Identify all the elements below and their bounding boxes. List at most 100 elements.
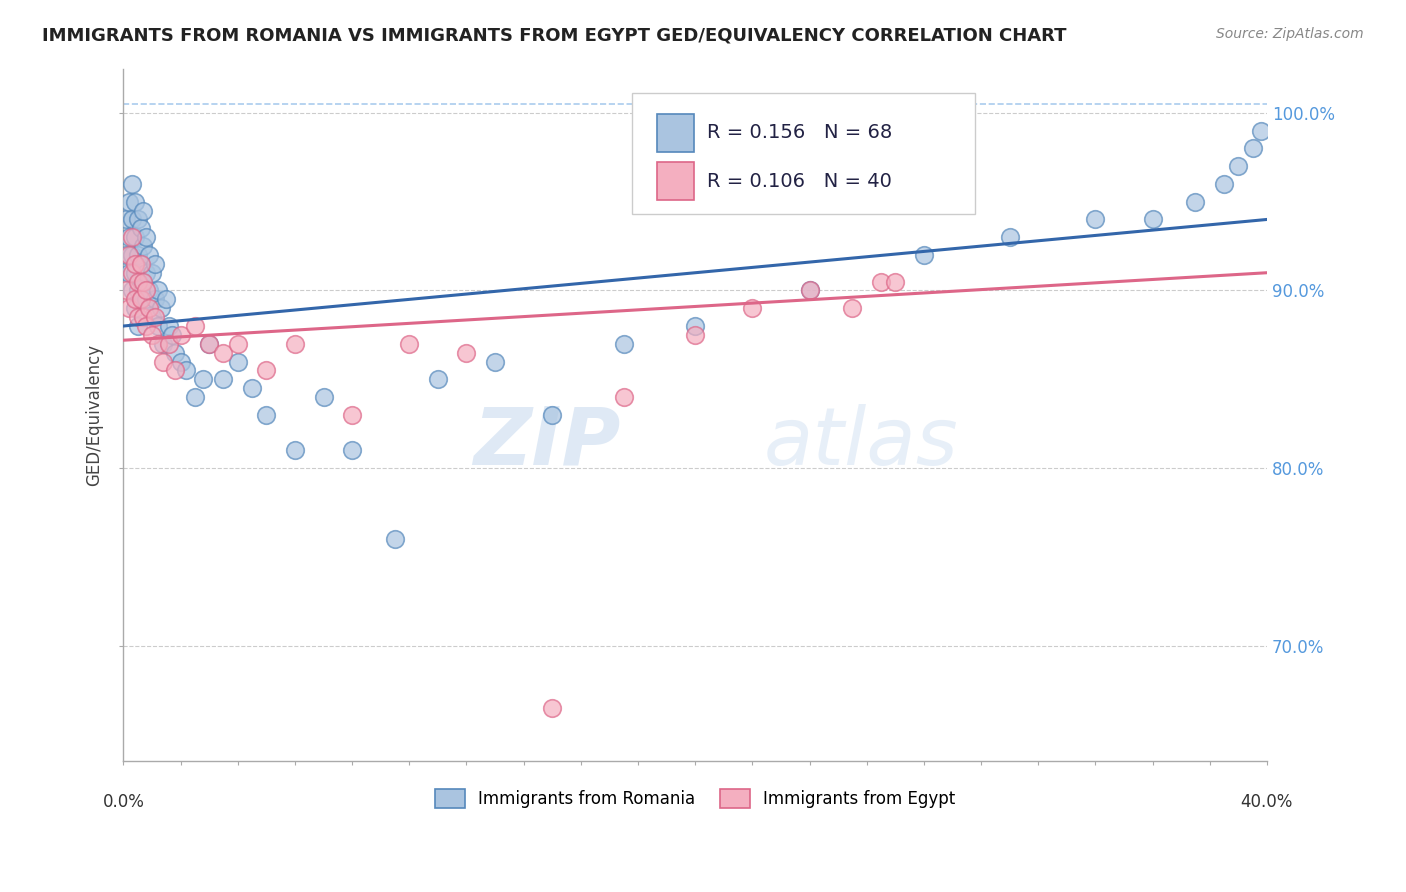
Text: 40.0%: 40.0% [1240, 793, 1294, 811]
Point [384, 532, 406, 546]
Point [1250, 123, 1272, 137]
Text: ZIP: ZIP [474, 403, 621, 482]
Point [121, 212, 143, 227]
Point [240, 381, 263, 395]
Point [146, 336, 169, 351]
Point [138, 284, 160, 298]
Point [683, 327, 706, 342]
Y-axis label: GED/Equivalency: GED/Equivalency [86, 343, 103, 486]
Point [124, 230, 146, 244]
Point [132, 203, 155, 218]
Text: IMMIGRANTS FROM ROMANIA VS IMMIGRANTS FROM EGYPT GED/EQUIVALENCY CORRELATION CHA: IMMIGRANTS FROM ROMANIA VS IMMIGRANTS FR… [42, 27, 1067, 45]
Point [127, 275, 149, 289]
Point [141, 266, 163, 280]
Point [121, 266, 143, 280]
Point [254, 363, 277, 377]
FancyBboxPatch shape [633, 93, 976, 214]
Text: atlas: atlas [763, 403, 959, 482]
Point [1184, 194, 1206, 209]
Point [146, 284, 169, 298]
Point [884, 275, 907, 289]
Text: R = 0.106   N = 40: R = 0.106 N = 40 [707, 172, 891, 191]
Point [146, 318, 169, 333]
Bar [658, 162, 695, 201]
Point [741, 301, 763, 316]
Point [115, 248, 138, 262]
Point [135, 284, 157, 298]
Point [163, 345, 186, 359]
Point [193, 372, 215, 386]
Point [127, 318, 149, 333]
Point [683, 318, 706, 333]
Point [138, 248, 160, 262]
Point [143, 293, 166, 307]
Point [121, 248, 143, 262]
Point [121, 230, 143, 244]
Point [613, 336, 636, 351]
Point [541, 701, 564, 715]
Point [157, 336, 180, 351]
Point [118, 248, 141, 262]
Point [121, 284, 143, 298]
Point [184, 318, 207, 333]
Point [155, 293, 177, 307]
Point [132, 275, 155, 289]
Point [124, 266, 146, 280]
Point [799, 284, 821, 298]
Point [169, 327, 191, 342]
Point [115, 212, 138, 227]
Point [138, 301, 160, 316]
Point [456, 345, 478, 359]
Point [998, 230, 1021, 244]
Point [541, 408, 564, 422]
Bar [658, 114, 695, 152]
Point [141, 310, 163, 325]
Point [135, 266, 157, 280]
Point [124, 301, 146, 316]
Point [176, 363, 198, 377]
Point [184, 390, 207, 404]
Point [132, 275, 155, 289]
Legend: Immigrants from Romania, Immigrants from Egypt: Immigrants from Romania, Immigrants from… [427, 782, 962, 815]
Point [149, 301, 172, 316]
Point [340, 443, 363, 458]
Point [152, 336, 174, 351]
Point [799, 284, 821, 298]
Point [284, 336, 307, 351]
Point [841, 301, 863, 316]
Point [124, 194, 146, 209]
Point [118, 301, 141, 316]
Point [129, 257, 152, 271]
Point [152, 354, 174, 368]
Point [212, 345, 235, 359]
Point [141, 327, 163, 342]
Point [135, 293, 157, 307]
Point [157, 318, 180, 333]
Point [870, 275, 893, 289]
Point [160, 327, 183, 342]
Point [613, 390, 636, 404]
Text: R = 0.156   N = 68: R = 0.156 N = 68 [707, 123, 891, 143]
Point [118, 194, 141, 209]
Point [426, 372, 449, 386]
Point [143, 257, 166, 271]
Point [124, 257, 146, 271]
Point [132, 239, 155, 253]
Point [212, 372, 235, 386]
Point [124, 293, 146, 307]
Point [121, 177, 143, 191]
Point [1142, 212, 1164, 227]
Point [115, 284, 138, 298]
Point [132, 310, 155, 325]
Point [127, 212, 149, 227]
Point [254, 408, 277, 422]
Point [226, 336, 249, 351]
Point [135, 230, 157, 244]
Point [135, 318, 157, 333]
Point [1227, 159, 1250, 173]
Text: Source: ZipAtlas.com: Source: ZipAtlas.com [1216, 27, 1364, 41]
Point [118, 230, 141, 244]
Point [198, 336, 221, 351]
Point [129, 293, 152, 307]
Point [129, 221, 152, 235]
